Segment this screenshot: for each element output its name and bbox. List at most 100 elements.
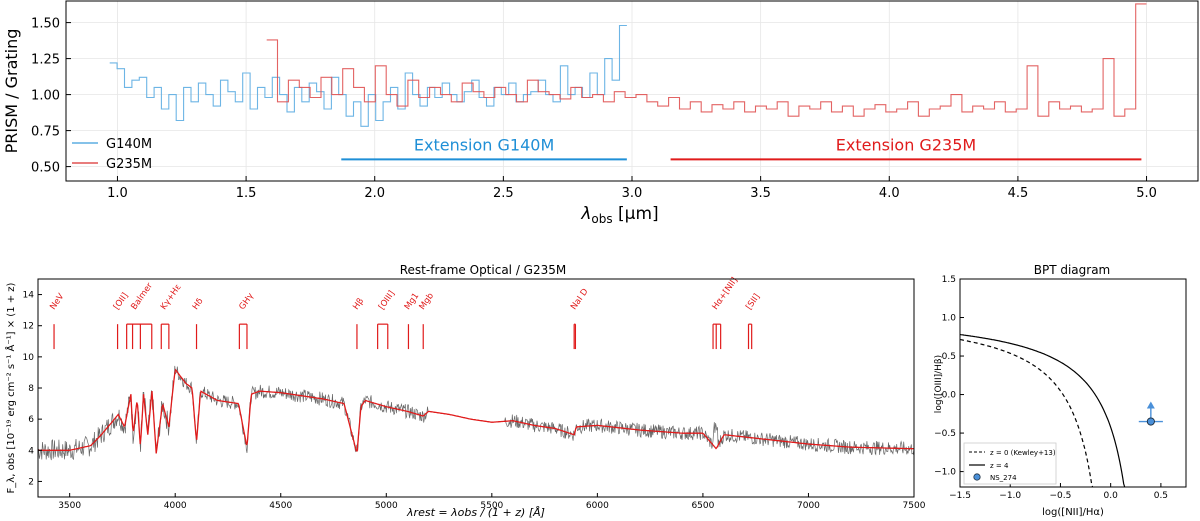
spec-xtick-label: 5500 [480, 501, 503, 511]
top-xtick-label: 2.5 [493, 186, 514, 201]
spectrum-xlabel: λrest = λobs / (1 + z) [Å] [406, 506, 545, 519]
top-xtick-label: 5.0 [1136, 186, 1157, 201]
line-marker-label: Hα+[NII] [710, 276, 739, 312]
top-series [109, 3, 1147, 127]
line-marker-label: Mg1 [403, 291, 422, 312]
spectrum-panel: Rest-frame Optical / G235M NeV [OII]Balme… [4, 263, 926, 519]
line-marker-label: Hδ [191, 297, 206, 312]
spectrum-data [37, 365, 915, 461]
line-marker-label: [SII] [744, 292, 762, 312]
bpt-xtick-label: 0.0 [1104, 491, 1119, 501]
top-series-g235m [266, 3, 1147, 117]
spec-ytick-label: 6 [28, 415, 34, 425]
top-series-g140m [109, 24, 627, 127]
spec-xtick-label: 3500 [58, 501, 81, 511]
bpt-curves [959, 333, 1126, 488]
legend-label-z4: z = 4 [990, 462, 1009, 470]
top-ytick-label: 0.75 [31, 125, 60, 140]
bpt-ylabel: log([OIII]/Hβ) [934, 355, 944, 413]
spec-ytick-label: 14 [23, 291, 35, 301]
bpt-panel: BPT diagram −1.5 −1.0 −0.5 0.0 0.5 −1.0 −0.5 0.… [934, 263, 1187, 518]
bpt-xtick-label: 0.5 [1154, 491, 1168, 501]
bpt-legend: z = 0 (Kewley+13) z = 4 NS_274 [963, 442, 1057, 485]
line-marker-label: Balmer [129, 281, 155, 312]
legend-swatch-ns274 [973, 473, 981, 481]
top-xlabel-main: λ [580, 204, 591, 224]
bpt-ytick-label: −1.0 [934, 468, 956, 478]
top-axis-ticks: 1.0 1.5 2.0 2.5 3.0 3.5 4.0 4.5 5.0 0.50 0.75 1.00 1… [31, 17, 1157, 201]
spec-xtick-label: 7500 [903, 501, 926, 511]
spectrum-title: Rest-frame Optical / G235M [400, 263, 566, 277]
spectrum-model [38, 368, 914, 454]
bpt-legend-box [963, 442, 1057, 485]
spec-ytick-label: 2 [28, 477, 34, 487]
legend-label-ns274: NS_274 [990, 474, 1017, 482]
top-xlabel: λobs [μm] [580, 204, 658, 226]
bpt-ytick-label: 1.5 [942, 275, 956, 285]
line-marker-label: [OIII] [377, 289, 397, 312]
spectrum-axis-ticks: 3500 4000 4500 5000 5500 6000 6500 7000 7500 2 4 6 8… [23, 291, 926, 511]
spec-ytick-label: 12 [23, 322, 34, 332]
spectrum-model-line [38, 368, 914, 454]
spec-xtick-label: 5000 [375, 501, 398, 511]
top-panel: Extension G140M Extension G235M 1.0 1.5 2.0… [2, 0, 1199, 226]
legend-label-z0: z = 0 (Kewley+13) [990, 449, 1056, 457]
bpt-title: BPT diagram [1034, 263, 1111, 277]
top-ylabel: PRISM / Grating [2, 29, 21, 154]
bpt-xtick-label: −1.0 [999, 491, 1021, 501]
top-xtick-label: 1.0 [107, 186, 128, 201]
spectrum-plot-frame [37, 278, 915, 498]
line-marker-label: Hβ [351, 296, 366, 311]
bpt-ytick-label: 1.0 [942, 314, 957, 324]
top-xtick-label: 1.5 [236, 186, 257, 201]
top-ytick-label: 1.00 [31, 89, 60, 104]
bpt-axis-ticks: −1.5 −1.0 −0.5 0.0 0.5 −1.0 −0.5 0.0 0.5 1.0 1.5 [934, 275, 1168, 501]
line-marker-label: GHγ [237, 291, 256, 311]
bpt-point [1138, 401, 1163, 426]
line-marker-label: NeV [48, 292, 66, 312]
top-xtick-label: 3.0 [622, 186, 643, 201]
spec-xtick-label: 4500 [269, 501, 292, 511]
top-extension-annotations: Extension G140M Extension G235M [341, 135, 1142, 161]
bpt-ytick-label: 0.0 [942, 391, 957, 401]
spec-xtick-label: 4000 [164, 501, 187, 511]
extension-label-0: Extension G140M [414, 135, 554, 154]
top-legend: G140M G235M [72, 137, 152, 172]
top-ytick-label: 1.50 [31, 17, 60, 32]
spectrum-ylabel: F_λ, obs [10⁻¹⁹ erg cm⁻² s⁻¹ Å⁻¹] × (1 +… [4, 282, 17, 493]
top-xtick-label: 4.5 [1008, 186, 1029, 201]
top-gridlines [66, 1, 1198, 181]
bpt-upper-arrow-head [1146, 401, 1155, 409]
spec-ytick-label: 4 [28, 446, 34, 456]
bpt-plot-frame [959, 278, 1187, 488]
line-marker-label: Kγ+Hε [159, 282, 184, 312]
top-xlabel-sub: obs [591, 212, 612, 226]
spec-xtick-label: 6500 [691, 501, 714, 511]
bpt-curve-1 [959, 333, 1126, 488]
bpt-xtick-label: −0.5 [1050, 491, 1072, 501]
top-xlabel-unit: [μm] [613, 204, 659, 224]
bpt-ytick-label: 0.5 [942, 352, 956, 362]
top-ytick-label: 0.50 [31, 161, 60, 176]
bpt-curve-0 [959, 339, 1094, 488]
spec-xtick-label: 7000 [797, 501, 820, 511]
bpt-xtick-label: −1.5 [949, 491, 971, 501]
line-marker-label: Mgb [417, 291, 436, 312]
extension-label-1: Extension G235M [836, 135, 976, 154]
spec-ytick-label: 10 [23, 353, 35, 363]
spec-xtick-label: 6000 [586, 501, 609, 511]
legend-label-g235m: G235M [106, 157, 152, 172]
spectrum-data-line [37, 365, 915, 461]
top-xtick-label: 2.0 [364, 186, 385, 201]
bpt-ytick-label: −0.5 [934, 429, 956, 439]
top-xtick-label: 4.0 [879, 186, 900, 201]
legend-label-g140m: G140M [106, 137, 152, 152]
spec-ytick-label: 8 [28, 384, 34, 394]
bpt-xlabel: log([NII]/Hα) [1042, 507, 1104, 518]
top-ytick-label: 1.25 [31, 53, 60, 68]
top-xtick-label: 3.5 [750, 186, 771, 201]
bpt-point-ns274 [1146, 417, 1155, 426]
line-marker-label: [OII] [112, 291, 131, 312]
